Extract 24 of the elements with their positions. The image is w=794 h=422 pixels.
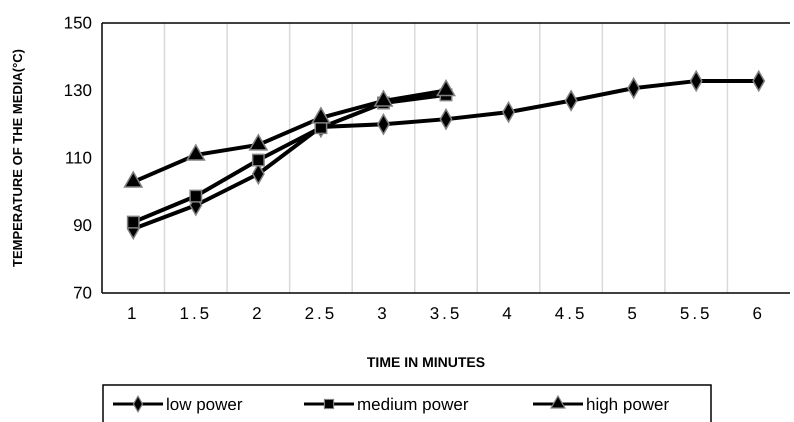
x-tick-label: 5 — [627, 304, 640, 324]
x-tick-label: 2.5 — [304, 304, 338, 324]
x-tick-label: 6 — [752, 304, 765, 324]
point — [189, 190, 202, 203]
x-tick-label: 4.5 — [554, 304, 588, 324]
y-tick-label: 110 — [64, 148, 92, 168]
legend-label: low power — [166, 395, 243, 414]
x-tick-label: 5.5 — [680, 304, 712, 324]
x-tick-label: 1 — [127, 304, 140, 324]
y-axis-title: TEMPERATURE OF THE MEDIA(°C) — [10, 48, 25, 268]
y-tick-label: 90 — [73, 216, 92, 235]
x-tick-label: 4 — [502, 304, 515, 324]
x-tick-label: 3 — [377, 304, 390, 324]
point — [126, 216, 140, 229]
x-tick-label: 1.5 — [180, 304, 212, 324]
x-axis-title: TIME IN MINUTES — [366, 354, 486, 370]
y-tick-label: 130 — [64, 80, 92, 100]
point — [252, 154, 265, 166]
legend-label: high power — [586, 395, 670, 414]
y-tick-label: 150 — [64, 13, 92, 32]
y-tick-label: 70 — [73, 283, 92, 302]
legend-label: medium power — [357, 395, 469, 414]
x-tick-label: 2 — [252, 304, 265, 324]
x-tick-label: 3.5 — [430, 304, 462, 324]
